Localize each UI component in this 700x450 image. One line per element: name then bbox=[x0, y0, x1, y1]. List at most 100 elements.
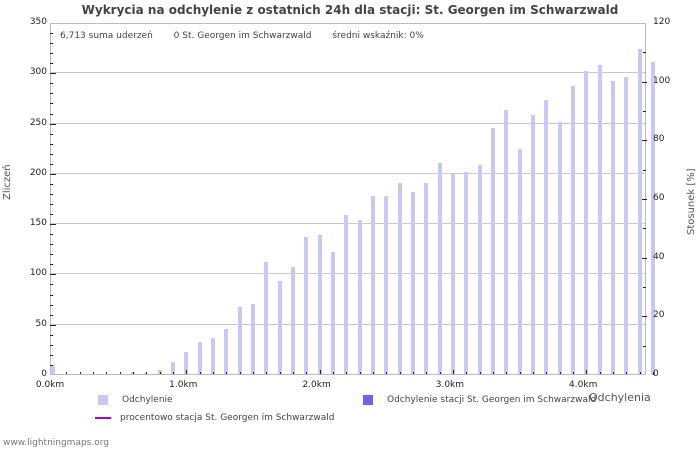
stats-summary: 6,713 suma uderzeń 0 St. Georgen im Schw… bbox=[60, 31, 442, 41]
x-tick-mark bbox=[319, 370, 321, 375]
x-tick-label: 4.0km bbox=[569, 380, 598, 390]
x-tick-label: 3.0km bbox=[435, 380, 465, 390]
y-tick-mark bbox=[50, 334, 53, 336]
y-tick-label: 250 bbox=[29, 117, 47, 128]
x-tick-mark bbox=[106, 372, 108, 375]
y2-tick-mark bbox=[643, 228, 646, 230]
y-tick-mark bbox=[50, 183, 53, 185]
bar-deviation bbox=[490, 127, 495, 375]
average-ratio: średni wskaźnik: 0% bbox=[332, 31, 424, 41]
y-tick-mark bbox=[50, 314, 53, 316]
y-tick-label: 150 bbox=[29, 218, 47, 229]
y-tick-label: 0 bbox=[41, 369, 47, 379]
x-tick-mark bbox=[546, 372, 548, 375]
y-tick-mark bbox=[50, 153, 53, 155]
bar-deviation bbox=[210, 337, 215, 375]
bar-deviation bbox=[650, 62, 655, 375]
y2-tick-mark bbox=[643, 345, 646, 347]
x-tick-mark bbox=[172, 372, 174, 375]
y-tick-mark bbox=[50, 364, 53, 366]
bar-deviation bbox=[397, 182, 402, 375]
y-tick-label: 350 bbox=[29, 17, 47, 27]
bar-deviation bbox=[610, 81, 615, 375]
y-tick-mark bbox=[50, 83, 53, 85]
y-tick-mark bbox=[50, 193, 53, 195]
y-tick-mark bbox=[50, 274, 56, 276]
bar-deviation bbox=[637, 49, 642, 375]
y2-tick-mark bbox=[642, 81, 647, 83]
x-tick-mark bbox=[399, 372, 401, 375]
y-tick-mark bbox=[50, 103, 53, 105]
bar-deviation bbox=[224, 328, 229, 375]
y-tick-mark bbox=[50, 33, 53, 35]
bar-deviation bbox=[250, 303, 255, 375]
bar-deviation bbox=[357, 220, 362, 375]
x-tick-mark bbox=[586, 370, 588, 375]
y-tick-mark bbox=[50, 284, 53, 286]
y-tick-mark bbox=[50, 254, 53, 256]
plot-area bbox=[50, 23, 655, 375]
bar-deviation bbox=[424, 182, 429, 375]
x-tick-mark bbox=[212, 372, 214, 375]
bar-deviation bbox=[197, 341, 202, 375]
plot-top-border bbox=[51, 23, 645, 24]
x-tick-mark bbox=[506, 372, 508, 375]
bar-deviation bbox=[584, 71, 589, 375]
bar-deviation bbox=[597, 65, 602, 375]
total-strikes: 6,713 suma uderzeń bbox=[60, 31, 153, 41]
x-tick-mark bbox=[572, 372, 574, 375]
x-tick-mark bbox=[226, 372, 228, 375]
bar-deviation bbox=[477, 164, 482, 375]
bar-deviation bbox=[530, 114, 535, 375]
x-tick-mark bbox=[92, 372, 94, 375]
x-tick-mark bbox=[279, 372, 281, 375]
x-tick-mark bbox=[292, 372, 294, 375]
bar-deviation bbox=[184, 351, 189, 375]
bar-deviation bbox=[410, 191, 415, 375]
x-tick-mark bbox=[66, 372, 68, 375]
y-tick-mark bbox=[50, 354, 53, 356]
x-tick-mark bbox=[266, 372, 268, 375]
x-tick-label: 1.0km bbox=[169, 380, 198, 390]
x-tick-mark bbox=[346, 372, 348, 375]
x-tick-mark bbox=[372, 372, 374, 375]
gridline bbox=[51, 172, 645, 174]
x-tick-mark bbox=[452, 370, 454, 375]
y-tick-mark bbox=[50, 133, 53, 135]
station-strikes: 0 St. Georgen im Schwarzwald bbox=[173, 31, 312, 41]
y2-tick-mark bbox=[643, 287, 646, 288]
x-tick-mark bbox=[159, 372, 161, 375]
x-tick-mark bbox=[492, 372, 494, 375]
x-tick-mark bbox=[559, 372, 561, 375]
y2-tick-label: 0 bbox=[653, 369, 659, 379]
y-tick-mark bbox=[50, 224, 56, 226]
x-tick-mark bbox=[412, 372, 414, 375]
bar-deviation bbox=[290, 267, 295, 375]
x-tick-mark bbox=[306, 372, 308, 375]
y-tick-mark bbox=[50, 113, 53, 115]
x-axis-baseline bbox=[51, 374, 645, 375]
x-tick-mark bbox=[132, 372, 134, 375]
y2-tick-mark bbox=[642, 316, 647, 318]
x-tick-mark bbox=[199, 372, 201, 375]
bar-deviation bbox=[437, 162, 442, 375]
x-tick-mark bbox=[439, 372, 441, 375]
y2-tick-mark bbox=[643, 52, 646, 54]
x-tick-mark bbox=[239, 372, 241, 375]
bar-deviation bbox=[517, 148, 522, 375]
bar-deviation bbox=[570, 86, 575, 375]
bar-deviation bbox=[304, 237, 309, 375]
y-tick-label: 100 bbox=[29, 268, 47, 279]
y2-tick-mark bbox=[642, 199, 647, 200]
x-tick-mark bbox=[79, 372, 81, 375]
x-tick-mark bbox=[252, 372, 254, 375]
y2-tick-label: 120 bbox=[653, 17, 671, 27]
x-tick-mark bbox=[519, 372, 521, 375]
y-tick-mark bbox=[50, 173, 56, 175]
bar-deviation bbox=[624, 77, 629, 375]
y-tick-label: 50 bbox=[35, 318, 47, 329]
y-tick-mark bbox=[50, 53, 53, 55]
bar-deviation bbox=[317, 235, 322, 375]
x-tick-mark bbox=[386, 372, 388, 375]
y-tick-mark bbox=[50, 304, 53, 306]
